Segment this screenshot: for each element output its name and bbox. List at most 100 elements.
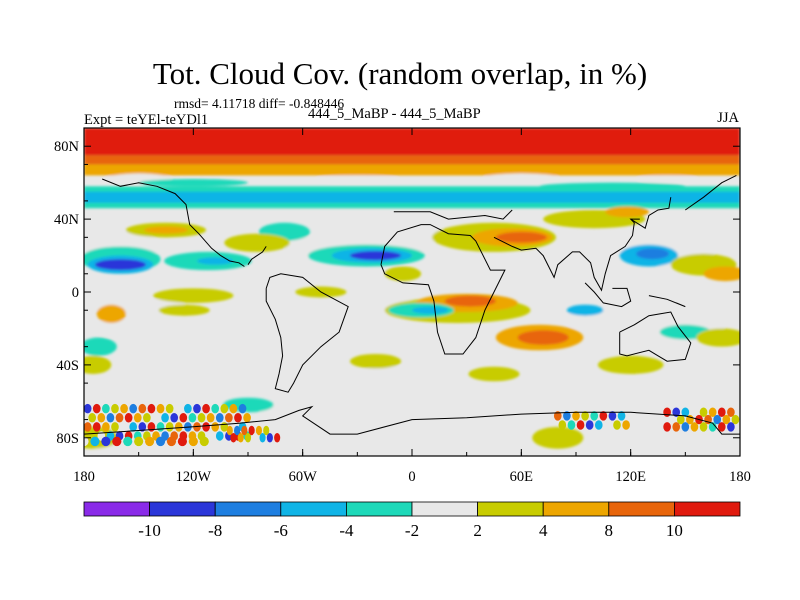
colorbar-label: -10 [138, 521, 161, 540]
wave-cell [211, 422, 220, 432]
wave-cell [147, 403, 156, 414]
wave-cell [266, 433, 273, 443]
wave-cell [585, 420, 594, 430]
wave-cell [102, 422, 110, 432]
coastline [265, 273, 349, 393]
y-tick-label: 40S [56, 358, 79, 374]
coastline [685, 174, 737, 211]
anomaly-blob [196, 257, 234, 265]
colorbar-label: 4 [539, 521, 548, 540]
wave-cell [112, 436, 122, 447]
anomaly-blob [158, 304, 210, 316]
heatmap-plot-area [84, 128, 740, 456]
wave-cell [263, 425, 270, 436]
coastline [630, 197, 672, 229]
wave-cell [572, 411, 580, 421]
anomaly-blob [696, 328, 740, 347]
wave-cell [234, 425, 241, 436]
wave-cell [184, 403, 192, 414]
x-tick-label: 120E [615, 469, 646, 485]
wave-cell [708, 407, 717, 418]
wave-cell [599, 411, 608, 421]
wave-cell [252, 433, 259, 443]
axes: 180 120W 60W 0 60E 120E 180 80N 40N 0 40S 80S [54, 127, 751, 485]
wave-cell [206, 431, 215, 441]
wave-cell [174, 403, 183, 414]
wave-cell [129, 422, 138, 432]
wave-cell [129, 403, 138, 414]
wave-cell [177, 436, 187, 447]
wave-cell [237, 433, 244, 443]
anomaly-blob [495, 231, 547, 243]
anomaly-blob [193, 363, 267, 385]
coastline [648, 295, 686, 308]
colorbar: -10 -8 -6 -4 -2 2 4 8 10 [83, 501, 741, 540]
wave-cell [84, 422, 92, 432]
wave-cell [115, 412, 124, 423]
wave-cell [102, 403, 110, 414]
wave-cell [145, 436, 155, 447]
wave-cell [155, 436, 166, 447]
wave-cell [92, 403, 101, 414]
anomaly-blob [91, 319, 150, 338]
wave-cell [690, 407, 699, 418]
coastline [220, 255, 245, 267]
x-tick-label: 180 [73, 469, 95, 485]
wave-cell [731, 414, 740, 425]
anomaly-blob [444, 295, 496, 307]
wave-cell [88, 412, 97, 423]
anomaly-blob [468, 366, 520, 382]
anomaly-blob [224, 233, 290, 252]
wave-cell [193, 403, 201, 414]
wave-cell [179, 412, 188, 423]
wave-cell [581, 411, 589, 421]
anomaly-blob [94, 259, 146, 271]
anomaly-blob [517, 330, 569, 345]
colorbar-label: 10 [666, 521, 683, 540]
wave-cell [663, 422, 671, 432]
anomaly-blob [357, 366, 431, 382]
coastline [83, 405, 740, 435]
coastline [493, 218, 640, 292]
coastline [102, 178, 222, 256]
wave-cell [138, 422, 147, 432]
coastline [584, 282, 632, 308]
anomaly-blob [597, 355, 664, 374]
anomaly-blob [350, 353, 402, 369]
wave-cell [97, 412, 106, 423]
wave-cell [270, 425, 277, 436]
wave-cell [133, 412, 142, 423]
wave-cell [576, 420, 585, 430]
wave-cell [174, 422, 183, 432]
wave-cell [717, 422, 726, 432]
wave-cell [165, 403, 174, 414]
wave-cell [622, 420, 630, 430]
anomaly-blob [153, 288, 234, 303]
wave-cell [106, 412, 115, 423]
colorbar-box [477, 501, 544, 517]
anomaly-blob [539, 182, 686, 190]
anomaly-blob [703, 266, 740, 282]
season-label: JJA [717, 110, 739, 126]
colorbar-box [608, 501, 675, 517]
y-tick-label: 80S [56, 431, 79, 447]
zonal-band [84, 155, 740, 165]
anomaly-blob [96, 304, 126, 323]
wave-cell [166, 436, 177, 447]
colorbar-label: -8 [208, 521, 222, 540]
wave-cell [120, 403, 128, 414]
anomaly-blob [484, 173, 558, 181]
x-tick-label: 60E [510, 469, 534, 485]
wave-cell [134, 436, 144, 447]
wave-cell [156, 403, 165, 414]
wave-cell [206, 412, 215, 423]
coastline [247, 246, 267, 265]
anomaly-blob [532, 426, 584, 449]
x-tick-label: 60W [289, 469, 318, 485]
wave-cell [84, 403, 92, 414]
colorbar-box [214, 501, 282, 517]
wave-cell [199, 436, 209, 447]
wave-cell [111, 422, 119, 432]
colorbar-label: 8 [605, 521, 614, 540]
